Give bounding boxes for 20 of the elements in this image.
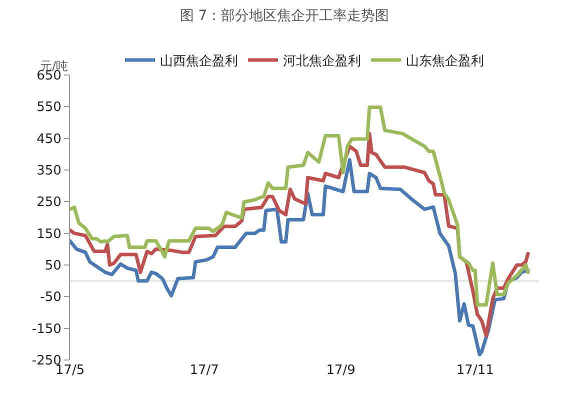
y-tick-label: 350	[36, 164, 62, 179]
y-tick-label: 250	[36, 195, 62, 210]
legend-label: 河北焦企盈利	[283, 54, 361, 70]
x-tick-label: 17/9	[326, 363, 356, 378]
legend-label: 山东焦企盈利	[406, 54, 484, 70]
y-tick-label: 650	[36, 68, 62, 84]
y-tick-label: -150	[32, 322, 62, 337]
y-tick-label: -50	[40, 290, 62, 306]
y-tick-label: 150	[36, 226, 62, 242]
x-tick-label: 17/11	[456, 363, 494, 378]
x-tick-label: 17/7	[190, 363, 219, 378]
legend-label: 山西焦企盈利	[160, 54, 238, 70]
chart-title: 图 7：部分地区焦企开工率走势图	[180, 8, 390, 24]
line-series	[70, 132, 530, 338]
y-tick-label: 550	[36, 100, 62, 116]
line-series	[70, 106, 530, 307]
y-tick-label: 450	[36, 132, 62, 147]
y-tick-label: 50	[44, 258, 62, 274]
x-tick-label: 17/5	[55, 363, 85, 378]
line-series	[70, 158, 530, 356]
